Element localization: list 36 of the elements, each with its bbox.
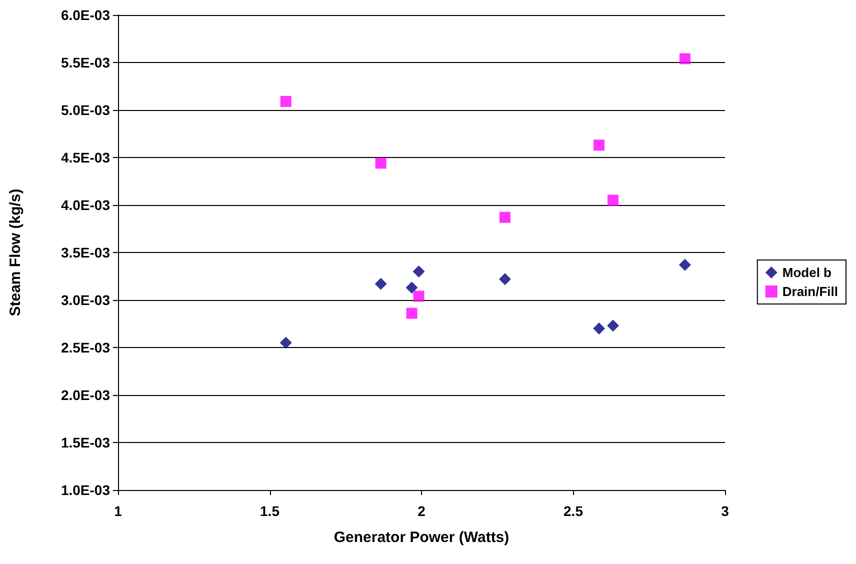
point [499,212,510,223]
legend-label: Model b [782,265,832,280]
y-tick-label: 1.0E-03 [60,482,110,498]
y-tick-label: 2.5E-03 [60,340,110,356]
y-tick-label: 5.0E-03 [60,102,110,118]
legend-label: Drain/Fill [782,284,838,299]
point [607,320,620,332]
x-tick-label: 2.5 [564,503,584,519]
point [679,53,690,64]
y-tick-label: 4.5E-03 [60,150,110,166]
y-tick-label: 4.0E-03 [60,197,110,213]
point [593,322,606,334]
point [608,194,619,206]
point [412,266,425,278]
x-axis-title: Generator Power (Watts) [334,529,510,546]
x-tick-label: 1 [114,503,122,519]
point [280,336,292,349]
y-tick-label: 6.0E-03 [60,7,110,23]
point [280,96,292,107]
point [406,308,418,319]
y-tick-label: 1.5E-03 [60,434,110,450]
y-tick-label: 2.0E-03 [60,387,110,403]
y-tick-label: 3.0E-03 [60,292,110,308]
point [678,258,691,271]
y-tick-label: 5.5E-03 [60,54,110,70]
y-tick-label: 3.5E-03 [60,244,110,260]
point [406,282,418,294]
x-tick-label: 2 [418,503,426,519]
x-tick-label: 1.5 [260,503,280,519]
y-axis-title: Steam Flow (kg/s) [7,188,24,316]
point [594,140,605,151]
point [413,290,424,302]
point [375,158,386,169]
point [374,278,387,290]
point [498,273,511,286]
x-tick-label: 3 [721,503,730,519]
